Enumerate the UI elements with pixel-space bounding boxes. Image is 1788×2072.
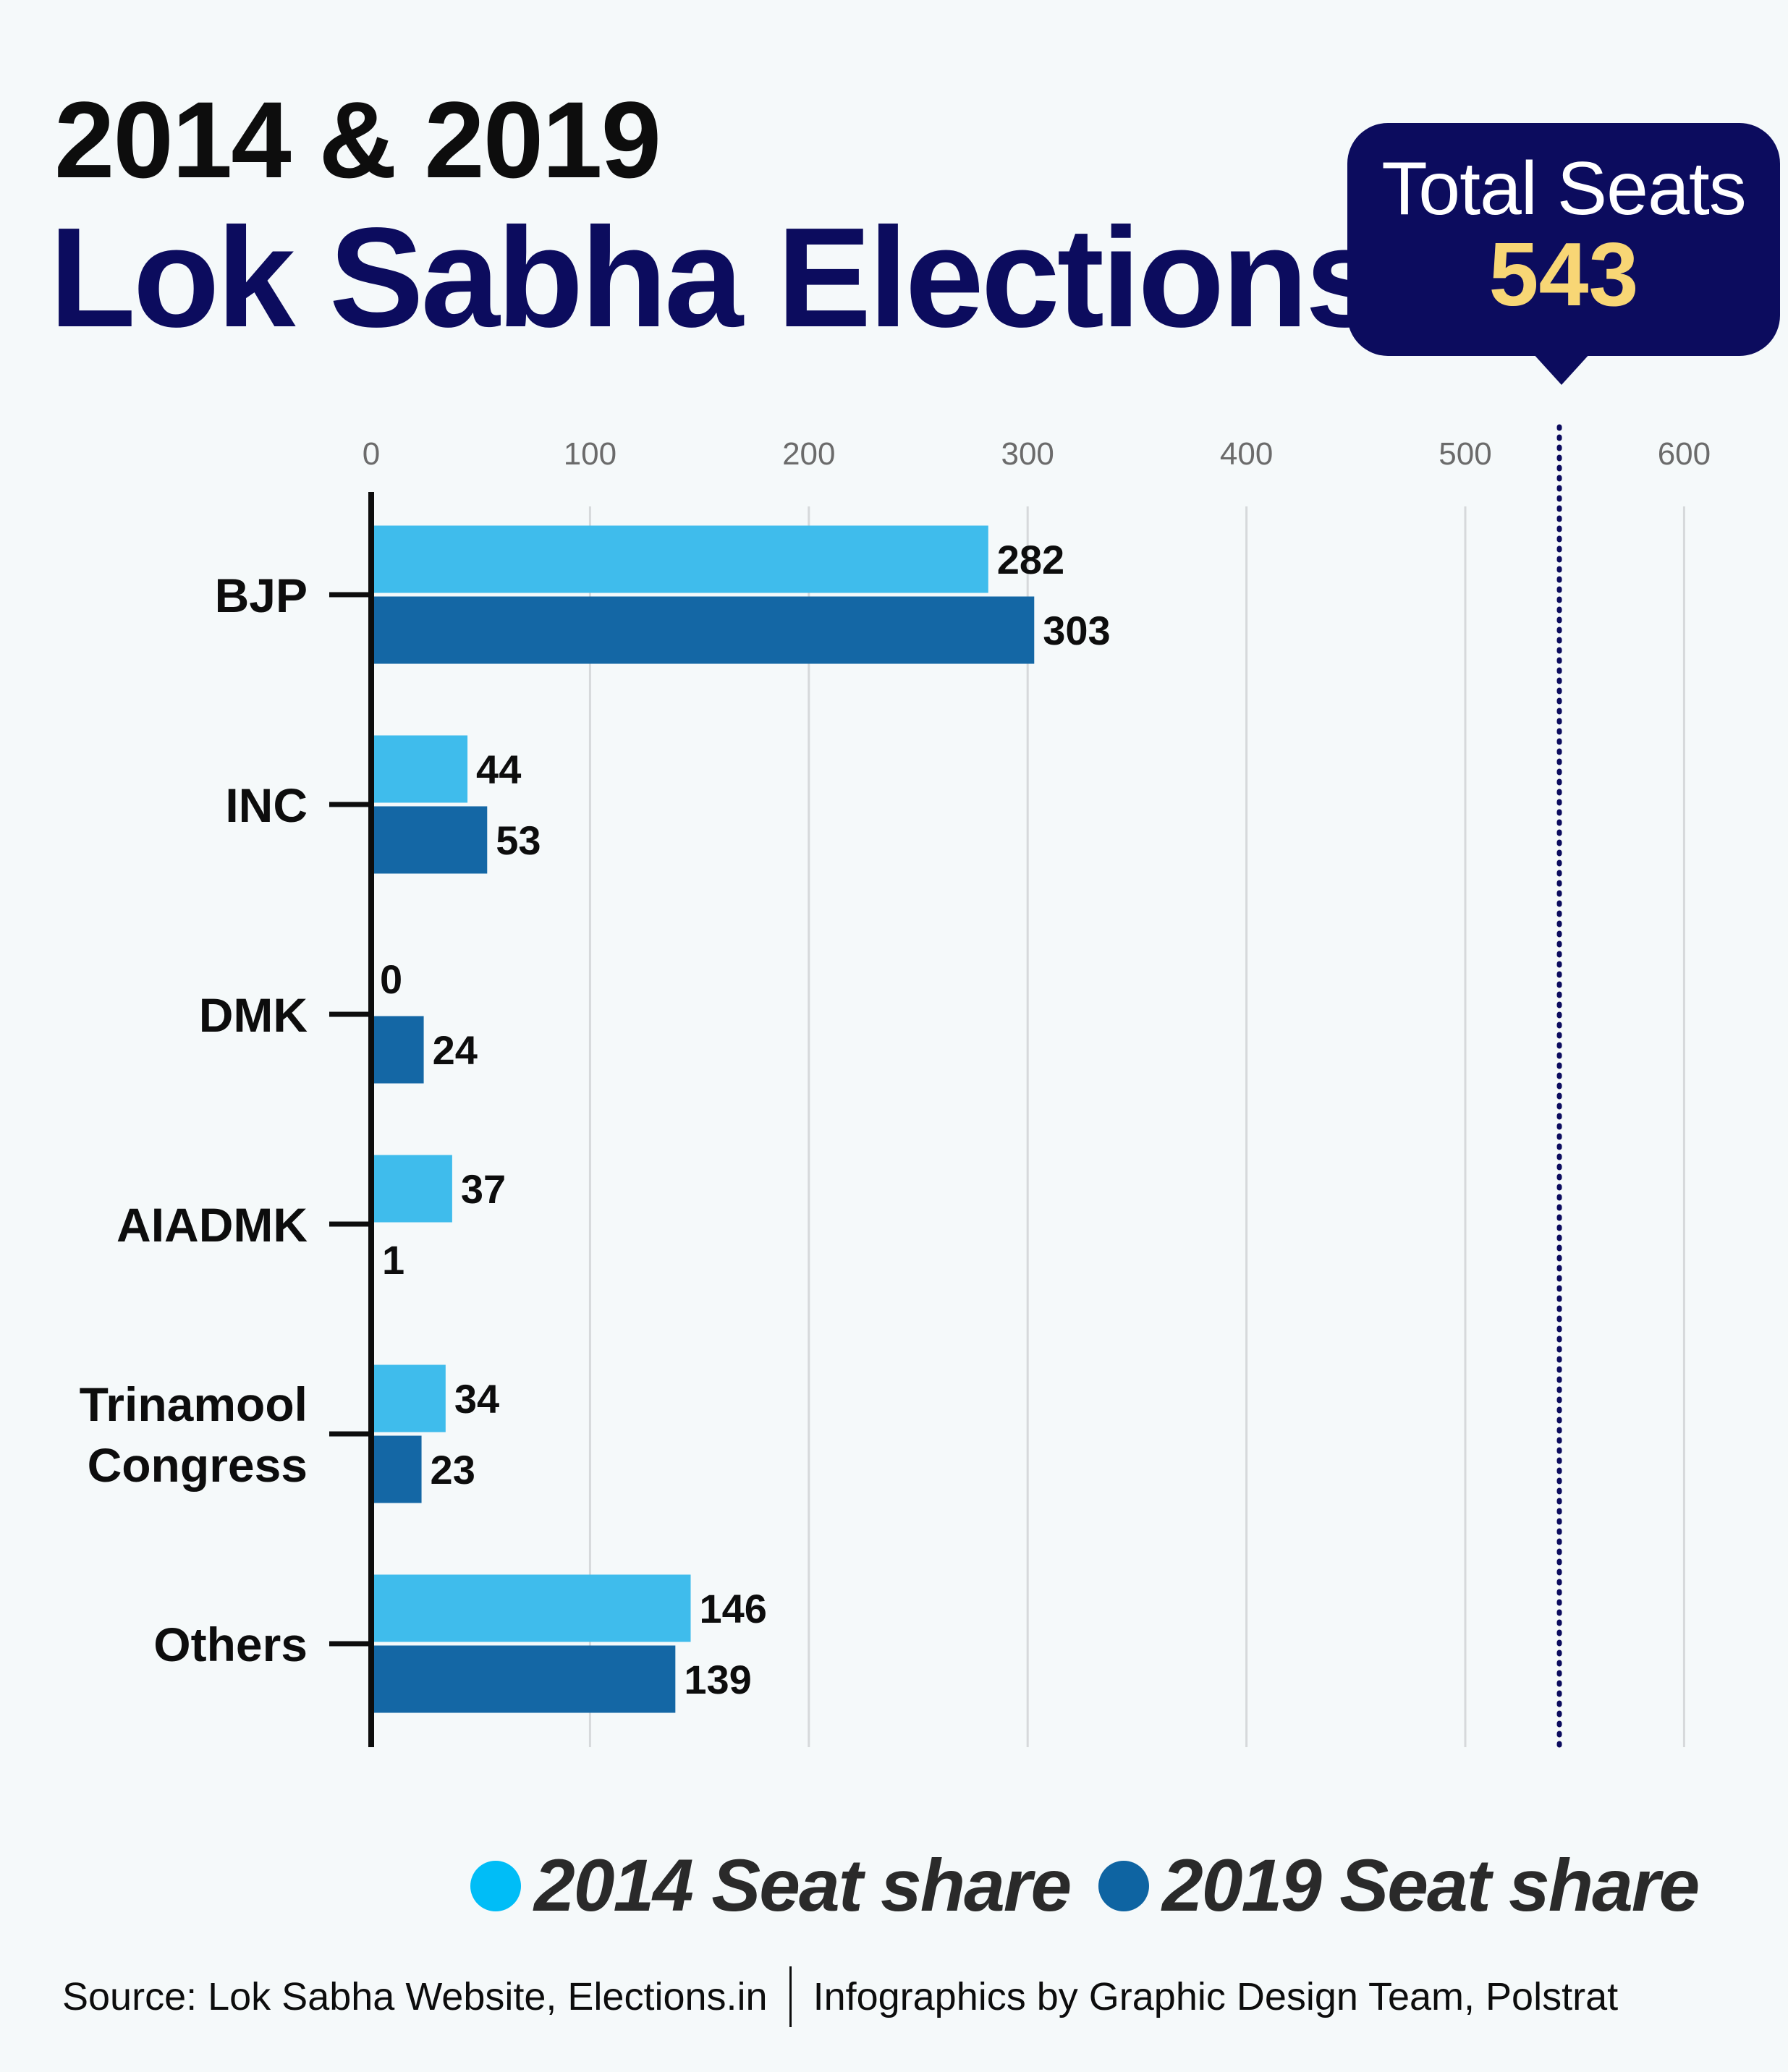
x-tick-label: 300	[1001, 436, 1054, 472]
x-tick-label: 600	[1658, 436, 1711, 472]
data-label: 146	[700, 1586, 767, 1631]
bar-2014	[371, 1155, 452, 1223]
data-label: 139	[684, 1657, 751, 1702]
category-label: INC	[225, 778, 308, 832]
legend-swatch-2014	[470, 1860, 521, 1911]
x-tick-label: 0	[363, 436, 380, 472]
x-tick-label: 200	[782, 436, 835, 472]
x-tick-label: 500	[1439, 436, 1491, 472]
legend-swatch-2019	[1098, 1860, 1149, 1911]
bar-2014	[371, 1364, 446, 1432]
bar-chart: 0 100 200 300 400 500 600 282 303 BJP 44 53 INC 0 24 DM…	[80, 424, 1711, 1750]
bar-2019	[371, 596, 1035, 664]
bar-2019	[371, 1435, 422, 1503]
callout-pointer	[1533, 353, 1590, 385]
total-seats-value: 543	[1488, 225, 1639, 326]
data-label: 282	[997, 537, 1064, 582]
bar-2014	[371, 735, 468, 803]
data-label: 44	[476, 747, 521, 792]
title-year: 2014 & 2019	[54, 79, 661, 200]
category-label: AIADMK	[116, 1198, 308, 1252]
x-tick-label: 100	[564, 436, 617, 472]
legend-label-2014: 2014 Seat share	[534, 1844, 1072, 1927]
legend: 2014 Seat share 2019 Seat share	[0, 1843, 1788, 1930]
footer-source: Source: Lok Sabha Website, Elections.in	[62, 1975, 768, 2018]
footer: Source: Lok Sabha Website, Elections.in …	[62, 1966, 1734, 2027]
bar-2019	[371, 1016, 424, 1084]
legend-label-2019: 2019 Seat share	[1162, 1844, 1700, 1927]
bar-2019	[371, 806, 488, 874]
data-label: 37	[461, 1166, 506, 1212]
bar-2014	[371, 1574, 691, 1642]
bar-2019	[371, 1645, 676, 1713]
total-seats-callout: Total Seats 543	[1347, 123, 1780, 356]
data-label: 0	[380, 956, 402, 1002]
x-tick-label: 400	[1220, 436, 1273, 472]
data-label: 34	[454, 1376, 499, 1422]
category-label: BJP	[215, 569, 308, 622]
data-label: 53	[496, 818, 541, 863]
footer-credit: Infographics by Graphic Design Team, Pol…	[813, 1975, 1619, 2018]
total-seats-label: Total Seats	[1381, 147, 1747, 231]
category-label: Congress	[88, 1438, 308, 1492]
title-main: Lok Sabha Elections	[49, 198, 1384, 357]
data-label: 23	[431, 1447, 475, 1493]
data-label: 24	[433, 1027, 478, 1073]
legend-item-2019: 2019 Seat share	[1098, 1843, 1700, 1928]
category-label: Trinamool	[80, 1377, 308, 1431]
legend-item-2014: 2014 Seat share	[470, 1843, 1072, 1928]
data-label: 303	[1043, 608, 1110, 653]
data-label: 1	[382, 1237, 404, 1283]
bar-2014	[371, 525, 988, 593]
category-label: DMK	[199, 988, 308, 1042]
category-label: Others	[153, 1618, 308, 1671]
footer-divider	[789, 1966, 792, 2027]
